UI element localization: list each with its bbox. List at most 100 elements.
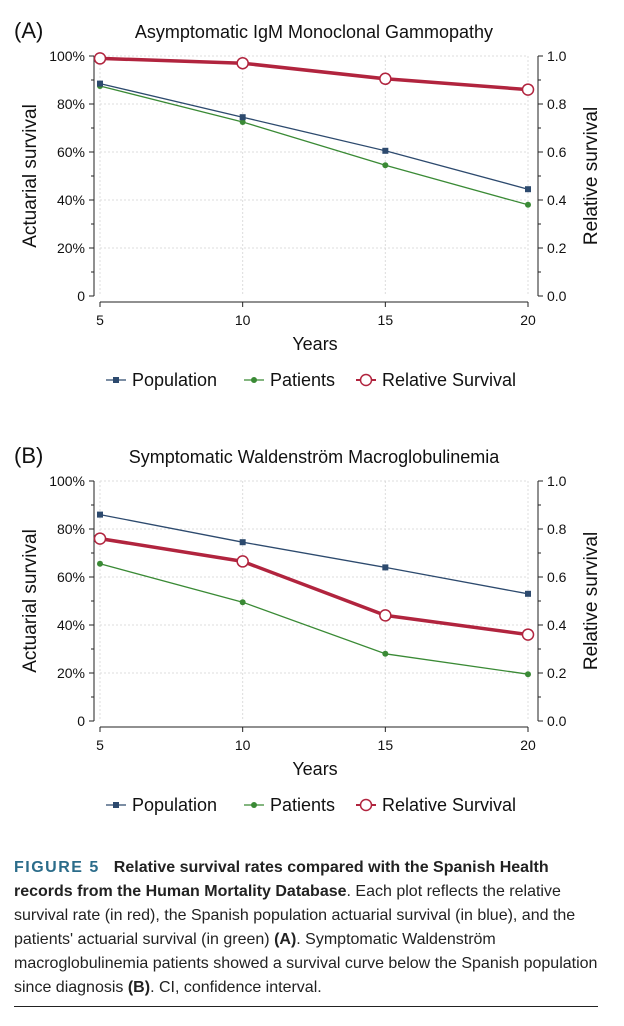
chart-a-xtick-label: 5: [96, 312, 104, 328]
chart-a-series-population-point: [239, 114, 246, 121]
chart-b-series-patients-point: [525, 671, 531, 678]
chart-a-series-population-point: [97, 80, 103, 87]
chart-a-ytick-left-label: 0: [77, 288, 85, 304]
chart-b-legend-marker: [113, 802, 119, 808]
chart-a-legend-marker: [113, 377, 119, 383]
chart-a-ytick-left-label: 100%: [49, 48, 85, 64]
chart-a-ytick-right-label: 0.6: [547, 144, 567, 160]
chart-b-ytick-right-label: 0.6: [547, 569, 567, 585]
chart-a-xtick-label: 15: [378, 312, 394, 328]
chart-b-xlabel: Years: [292, 759, 337, 779]
chart-a-series-patients-line: [99, 85, 529, 206]
chart-b-ytick-right-label: 0.8: [547, 521, 567, 537]
chart-b-ytick-right-label: 0.0: [547, 713, 567, 729]
chart-a-ylabel-right: Relative survival: [581, 107, 602, 245]
chart-a-legend-label: Relative Survival: [382, 370, 516, 390]
chart-b-xtick-label: 15: [378, 737, 394, 753]
chart-b-legend-item-patients: Patients: [244, 795, 335, 815]
chart-b-legend-marker: [359, 798, 373, 812]
chart-b-legend-item-relative-survival: Relative Survival: [356, 795, 516, 815]
chart-b-series-population-point: [525, 590, 531, 597]
chart-a-ytick-right-label: 0.4: [547, 192, 567, 208]
chart-a-ytick-left-label: 20%: [57, 240, 85, 256]
caption-ref-b: (B): [127, 979, 151, 996]
chart-b-series-relative-survival-line: [99, 536, 529, 637]
chart-b-title: Symptomatic Waldenström Macroglobulinemi…: [129, 447, 500, 467]
chart-a-series-population-point: [382, 147, 389, 154]
caption-ref-a: (A): [274, 931, 297, 948]
chart-a-xlabel: Years: [292, 334, 337, 354]
chart-b-series-patients-point: [382, 650, 389, 657]
chart-b-legend-item-population: Population: [106, 795, 217, 815]
chart-a-legend-marker: [251, 377, 257, 383]
chart-a-series-relative-survival-point: [236, 56, 249, 70]
chart-a-legend-item-population: Population: [106, 370, 217, 390]
chart-a-ylabel-left: Actuarial survival: [20, 104, 41, 248]
chart-b-series-population-point: [239, 539, 246, 546]
chart-b-xtick-label: 10: [235, 737, 251, 753]
chart-panel-a: (A) Asymptomatic IgM Monoclonal Gammopath…: [0, 0, 624, 420]
chart-a-ytick-left-label: 80%: [57, 96, 85, 112]
chart-b-ytick-left-label: 60%: [57, 569, 85, 585]
chart-a-legend-label: Population: [132, 370, 217, 390]
chart-b-panel-label: (B): [14, 443, 43, 468]
chart-a-series-relative-survival-point: [93, 52, 107, 65]
chart-a-ytick-right-label: 0.0: [547, 288, 567, 304]
chart-b-series-patients-point: [239, 599, 246, 606]
chart-a-legend-item-relative-survival: Relative Survival: [356, 370, 516, 390]
chart-a-series-population-point: [525, 186, 531, 193]
chart-b-ylabel-right: Relative survival: [581, 532, 602, 670]
chart-b-legend-label: Population: [132, 795, 217, 815]
chart-a-series-patients-point: [525, 201, 531, 208]
chart-b-ytick-right-label: 0.4: [547, 617, 567, 633]
caption-text-3: . CI, confidence interval.: [150, 979, 322, 996]
chart-a-xtick-label: 10: [235, 312, 251, 328]
chart-b-series-patients-line: [99, 563, 529, 675]
chart-b-series-population-line: [99, 513, 529, 595]
chart-b-xtick-label: 20: [520, 737, 536, 753]
chart-b-ytick-left-label: 40%: [57, 617, 85, 633]
figure-caption: FIGURE 5 Relative survival rates compared…: [14, 856, 604, 1000]
chart-b-series-relative-survival-point: [521, 628, 535, 641]
chart-a-svg: (A) Asymptomatic IgM Monoclonal Gammopath…: [14, 18, 602, 390]
chart-b-series-population-point: [382, 564, 389, 571]
chart-b-series-patients-point: [97, 560, 103, 567]
chart-a-ytick-right-label: 0.8: [547, 96, 567, 112]
chart-b-series-relative-survival-point: [379, 609, 392, 622]
chart-a-series-relative-survival-point: [521, 83, 535, 96]
chart-a-ytick-right-label: 1.0: [547, 48, 567, 64]
chart-a-legend-item-patients: Patients: [244, 370, 335, 390]
chart-a-series-relative-survival-line: [99, 56, 529, 92]
chart-a-series-patients-point: [382, 162, 389, 169]
chart-a-series-population-line: [99, 82, 529, 190]
chart-a-legend-marker: [359, 373, 373, 387]
chart-a-xtick-label: 20: [520, 312, 536, 328]
chart-b-series-population-point: [97, 511, 103, 518]
caption-bottom-rule: [14, 1006, 598, 1007]
chart-a-panel-label: (A): [14, 18, 43, 43]
chart-a-legend-label: Patients: [270, 370, 335, 390]
caption-text-1: . Each plot reflects the relative surviv…: [14, 883, 576, 948]
chart-a-ytick-right-label: 0.2: [547, 240, 567, 256]
chart-b-ytick-right-label: 1.0: [547, 473, 567, 489]
chart-b-svg: (B) Symptomatic Waldenström Macroglobulin…: [14, 443, 602, 815]
caption-bold-text: Relative survival rates compared with th…: [14, 859, 549, 900]
chart-b-legend-label: Relative Survival: [382, 795, 516, 815]
chart-panel-b: (B) Symptomatic Waldenström Macroglobulin…: [0, 425, 624, 850]
chart-b-ytick-left-label: 100%: [49, 473, 85, 489]
chart-b-ytick-left-label: 80%: [57, 521, 85, 537]
chart-b-xtick-label: 5: [96, 737, 104, 753]
chart-a-series-relative-survival-point: [379, 72, 392, 86]
chart-b-ytick-right-label: 0.2: [547, 665, 567, 681]
chart-b-series-relative-survival-point: [236, 555, 249, 568]
chart-b-series-relative-survival-point: [93, 532, 107, 545]
figure-label: FIGURE 5: [14, 859, 100, 876]
chart-a-ytick-left-label: 40%: [57, 192, 85, 208]
chart-a-title: Asymptomatic IgM Monoclonal Gammopathy: [135, 22, 493, 42]
chart-b-legend-label: Patients: [270, 795, 335, 815]
chart-b-legend-marker: [251, 802, 257, 808]
chart-b-ytick-left-label: 0: [77, 713, 85, 729]
chart-a-series-patients-point: [239, 119, 246, 125]
caption-text-2: . Symptomatic Waldenström macroglobuline…: [14, 931, 598, 996]
chart-b-ylabel-left: Actuarial survival: [20, 529, 41, 673]
